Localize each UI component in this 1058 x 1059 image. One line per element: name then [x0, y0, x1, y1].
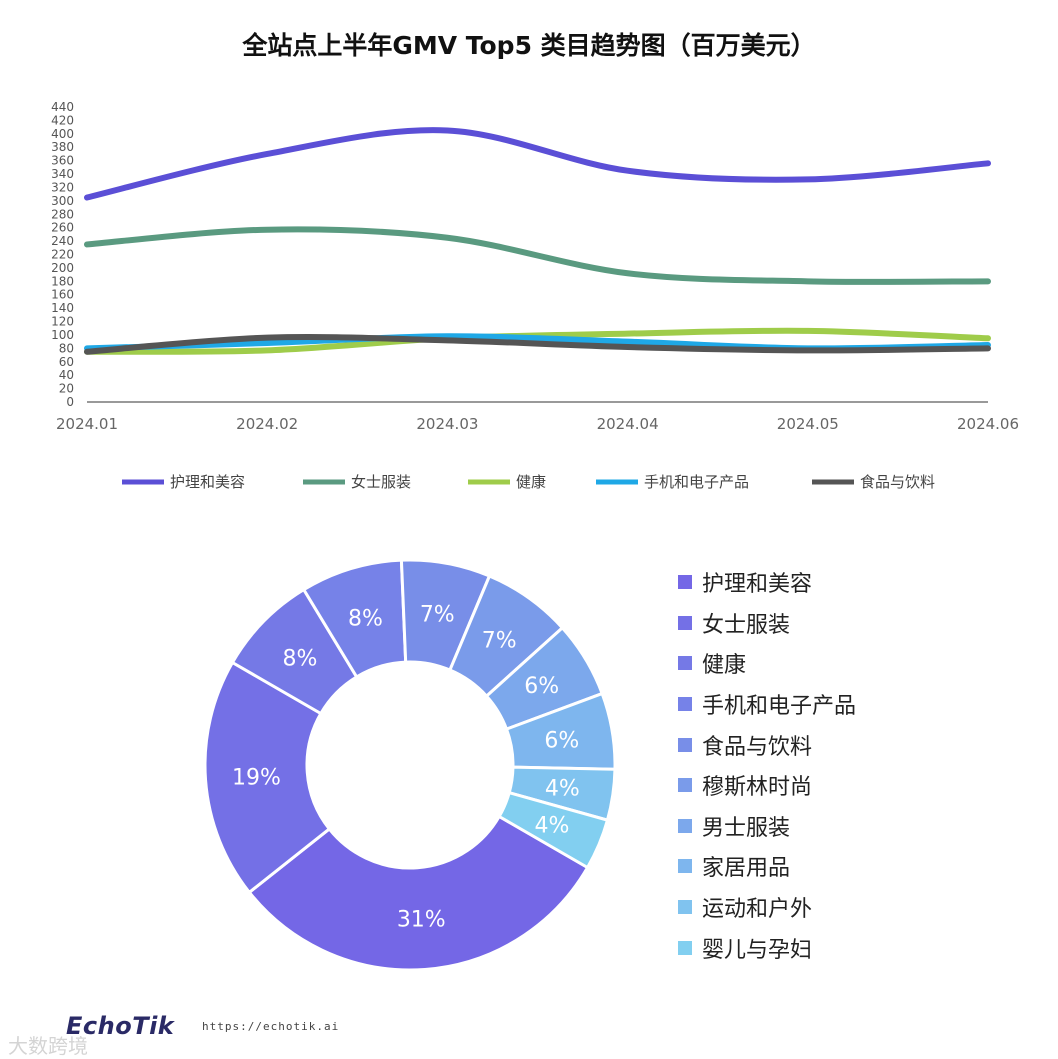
y-tick-label: 180	[51, 274, 74, 288]
pie-legend-swatch	[678, 656, 692, 671]
pie-legend-item: 手机和电子产品	[678, 684, 856, 725]
x-tick-label: 2024.05	[777, 415, 839, 433]
x-tick-label: 2024.06	[957, 415, 1019, 433]
pie-legend-item: 婴儿与孕妇	[678, 927, 856, 968]
y-tick-label: 0	[66, 395, 74, 409]
pie-legend-swatch	[678, 940, 692, 955]
slice-label: 19%	[232, 765, 281, 790]
slice-label: 7%	[482, 628, 517, 653]
pie-legend-swatch	[678, 778, 692, 793]
series-line	[84, 127, 991, 201]
slice-label: 31%	[397, 908, 446, 933]
pie-legend-swatch	[678, 900, 692, 915]
y-tick-label: 120	[51, 315, 74, 329]
line-legend: 护理和美容 女士服装 健康 手机和电子产品 食品与饮料	[122, 473, 935, 491]
y-tick-label: 400	[51, 127, 74, 141]
pie-legend-label: 婴儿与孕妇	[702, 937, 813, 963]
donut-slice	[203, 660, 332, 895]
pie-legend-label: 护理和美容	[702, 572, 813, 598]
donut-slice	[247, 814, 590, 972]
y-tick-label: 260	[51, 221, 74, 235]
series-line	[84, 226, 991, 285]
x-tick-label: 2024.01	[56, 415, 118, 433]
y-tick-label: 440	[51, 100, 74, 114]
slice-label: 4%	[545, 776, 580, 801]
pie-legend-swatch	[678, 615, 692, 630]
pie-legend-label: 手机和电子产品	[702, 694, 857, 720]
y-tick-label: 420	[51, 113, 74, 127]
pie-legend-label: 女士服装	[702, 612, 791, 638]
x-tick-label: 2024.03	[416, 415, 478, 433]
y-tick-label: 60	[59, 355, 74, 369]
pie-legend-label: 家居用品	[702, 856, 791, 882]
y-tick-label: 80	[59, 341, 74, 355]
pie-legend-item: 男士服装	[678, 806, 856, 847]
x-axis: 2024.01 2024.02 2024.03 2024.04 2024.05 2024.…	[56, 415, 1019, 433]
y-tick-label: 160	[51, 288, 74, 302]
donut-slices	[203, 558, 617, 972]
y-tick-label: 280	[51, 207, 74, 221]
x-tick-label: 2024.04	[597, 415, 659, 433]
y-tick-label: 360	[51, 154, 74, 168]
pie-legend-label: 穆斯林时尚	[702, 775, 813, 801]
series-line	[84, 334, 991, 355]
slice-label: 7%	[420, 602, 455, 627]
chart-title: 全站点上半年GMV Top5 类目趋势图（百万美元）	[242, 31, 816, 60]
legend-label: 护理和美容	[170, 473, 245, 491]
pie-legend-item: 健康	[678, 643, 856, 684]
y-tick-label: 240	[51, 234, 74, 248]
pie-legend-item: 食品与饮料	[678, 724, 856, 765]
footer-url: https://echotik.ai	[202, 1020, 340, 1033]
pie-legend-label: 健康	[702, 653, 747, 679]
legend-label: 女士服装	[351, 473, 411, 491]
y-tick-label: 140	[51, 301, 74, 315]
pie-legend-item: 女士服装	[678, 603, 856, 644]
pie-legend-swatch	[678, 859, 692, 874]
y-tick-label: 300	[51, 194, 74, 208]
y-tick-label: 100	[51, 328, 74, 342]
y-tick-label: 320	[51, 180, 74, 194]
pie-legend-label: 食品与饮料	[702, 734, 813, 760]
y-tick-label: 380	[51, 140, 74, 154]
slice-label: 6%	[544, 728, 579, 753]
slice-label: 8%	[283, 646, 318, 671]
slice-label: 4%	[535, 814, 570, 839]
y-tick-label: 220	[51, 248, 74, 262]
pie-legend-label: 运动和户外	[702, 897, 813, 923]
pie-legend-swatch	[678, 697, 692, 712]
echotik-logo: EchoTik	[66, 1012, 175, 1040]
legend-label: 手机和电子产品	[644, 473, 749, 491]
legend-label: 食品与饮料	[860, 473, 935, 491]
pie-legend-swatch	[678, 818, 692, 833]
pie-legend-item: 护理和美容	[678, 562, 856, 603]
legend-label: 健康	[516, 473, 546, 491]
line-chart: 0204060801001201401601802002202402602803…	[51, 100, 1019, 491]
y-tick-label: 20	[59, 382, 74, 396]
y-tick-label: 40	[59, 368, 74, 382]
pie-legend-swatch	[678, 575, 692, 590]
pie-legend-label: 男士服装	[702, 815, 791, 841]
y-axis: 0204060801001201401601802002202402602803…	[51, 100, 74, 409]
slice-label: 8%	[348, 607, 383, 632]
pie-legend-item: 家居用品	[678, 846, 856, 887]
donut-chart: 31% 19% 8% 8% 7% 7% 6% 6% 4% 4%	[203, 558, 617, 972]
pie-legend-swatch	[678, 737, 692, 752]
donut-slice	[497, 790, 610, 870]
y-tick-label: 200	[51, 261, 74, 275]
slice-label: 6%	[524, 674, 559, 699]
y-tick-label: 340	[51, 167, 74, 181]
x-tick-label: 2024.02	[236, 415, 298, 433]
line-series-group	[84, 127, 991, 355]
pie-legend: 护理和美容女士服装健康手机和电子产品 食品与饮料穆斯林时尚男士服装家居用品运动和户…	[678, 562, 856, 968]
pie-legend-item: 穆斯林时尚	[678, 765, 856, 806]
watermark: 大数跨境	[8, 1034, 88, 1058]
donut-labels: 31% 19% 8% 8% 7% 7% 6% 6% 4% 4%	[232, 602, 580, 932]
pie-legend-item: 运动和户外	[678, 887, 856, 928]
